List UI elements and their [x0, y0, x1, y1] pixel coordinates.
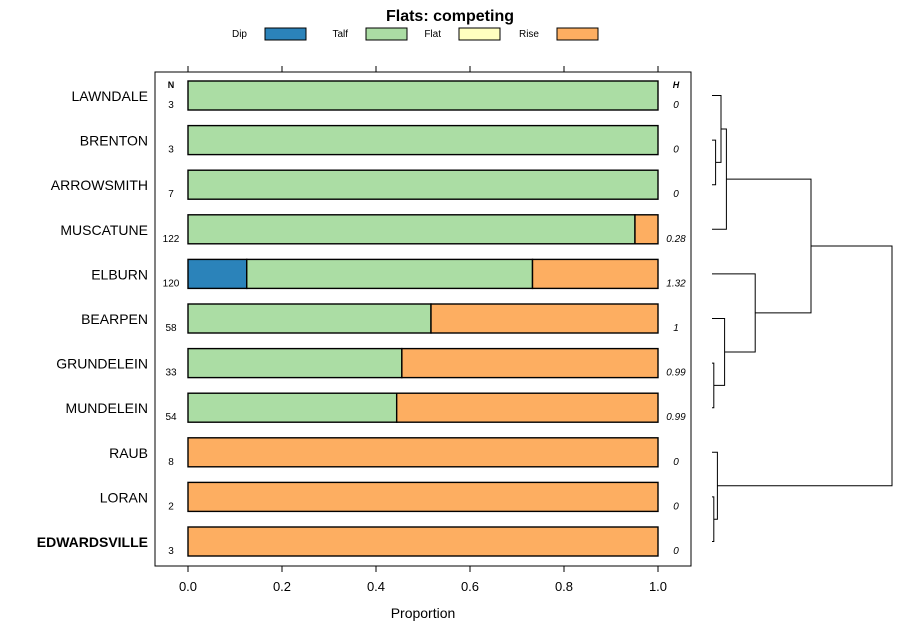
bar-segment-muscatune-rise — [634, 214, 659, 245]
bar-segment-loran-rise — [187, 481, 659, 513]
legend-swatch-flat — [458, 27, 501, 41]
dendrogram-link-6 — [726, 178, 812, 314]
legend-swatch-talf — [365, 27, 408, 41]
n-value-edwardsville: 3 — [168, 546, 174, 557]
h-value-lawndale: 0 — [673, 100, 679, 111]
h-value-arrowsmith: 0 — [673, 189, 679, 200]
row-label-lawndale: LAWNDALE — [71, 88, 148, 104]
x-tick-label-1: 0.2 — [273, 579, 291, 594]
bar-segment-elburn-dip — [187, 258, 248, 290]
n-value-brenton: 3 — [168, 145, 174, 156]
legend-label-rise: Rise — [519, 29, 539, 40]
n-value-arrowsmith: 7 — [168, 189, 174, 200]
dendrogram-link-2 — [712, 128, 727, 230]
n-column-header: N — [168, 80, 175, 90]
row-label-arrowsmith: ARROWSMITH — [51, 177, 148, 193]
x-axis: 0.0 0.2 0.4 0.6 0.8 1.0 — [179, 66, 667, 594]
bar-segment-grundelein-rise — [401, 347, 659, 379]
bar-segment-elburn-rise — [531, 258, 659, 290]
n-value-lawndale: 3 — [168, 100, 174, 111]
legend-swatch-rise — [556, 27, 599, 41]
h-column-header: H — [673, 80, 680, 90]
bar-segment-bearpen-rise — [430, 303, 659, 334]
legend-swatch-dip — [264, 27, 307, 41]
legend-label-flat: Flat — [424, 29, 441, 40]
x-tick-label-0: 0.0 — [179, 579, 197, 594]
dendrogram — [712, 95, 893, 542]
bar-segment-grundelein-talf — [187, 347, 403, 379]
row-label-bearpen: BEARPEN — [81, 311, 148, 327]
legend-label-talf: Talf — [332, 29, 348, 40]
bar-segment-mundelein-rise — [395, 392, 659, 423]
n-value-raub: 8 — [168, 457, 174, 468]
bar-segment-mundelein-talf — [187, 392, 398, 423]
row-label-loran: LORAN — [100, 489, 148, 505]
bar-segment-arrowsmith-talf — [187, 169, 659, 200]
x-tick-label-2: 0.4 — [367, 579, 385, 594]
bar-segment-muscatune-talf — [187, 214, 636, 245]
h-value-bearpen: 1 — [673, 323, 679, 334]
bar-segment-elburn-talf — [246, 258, 534, 290]
dendrogram-link-5 — [712, 273, 756, 353]
chart-title: Flats: competing — [386, 8, 514, 25]
h-value-brenton: 0 — [673, 145, 679, 156]
h-value-raub: 0 — [673, 457, 679, 468]
dendrogram-link-7 — [712, 496, 715, 542]
h-value-muscatune: 0.28 — [666, 234, 686, 245]
n-value-loran: 2 — [168, 501, 174, 512]
row-label-brenton: BRENTON — [80, 133, 148, 149]
row-label-elburn: ELBURN — [91, 266, 148, 282]
row-label-grundelein: GRUNDELEIN — [56, 356, 148, 372]
n-value-bearpen: 58 — [165, 323, 177, 334]
legend: Dip Talf Flat Rise — [232, 27, 599, 41]
bar-segment-edwardsville-rise — [187, 526, 659, 557]
bars: LAWNDALE 3 0 BRENTON 3 0 ARROWSMITH 7 0 MUSCATUNE… — [37, 80, 686, 557]
n-value-muscatune: 122 — [163, 234, 180, 245]
row-label-raub: RAUB — [109, 445, 148, 461]
row-label-edwardsville: EDWARDSVILLE — [37, 534, 148, 550]
n-value-grundelein: 33 — [165, 368, 177, 379]
bar-segment-brenton-talf — [187, 124, 659, 156]
bar-segment-lawndale-talf — [187, 80, 659, 111]
dendrogram-link-0 — [712, 139, 717, 186]
h-value-mundelein: 0.99 — [666, 412, 686, 423]
dendrogram-link-1 — [712, 95, 722, 163]
h-value-elburn: 1.32 — [666, 278, 686, 289]
plot-frame — [154, 71, 692, 567]
dendrogram-link-3 — [712, 362, 715, 409]
x-tick-label-4: 0.8 — [555, 579, 573, 594]
dendrogram-link-8 — [712, 451, 718, 520]
h-value-edwardsville: 0 — [673, 546, 679, 557]
n-value-mundelein: 54 — [165, 412, 177, 423]
bar-segment-bearpen-talf — [187, 303, 432, 334]
h-value-loran: 0 — [673, 501, 679, 512]
bar-segment-raub-rise — [187, 437, 659, 468]
x-tick-label-3: 0.6 — [461, 579, 479, 594]
n-value-elburn: 120 — [163, 278, 180, 289]
row-label-muscatune: MUSCATUNE — [60, 222, 148, 238]
dendrogram-link-9 — [717, 245, 893, 487]
row-label-mundelein: MUNDELEIN — [66, 400, 148, 416]
legend-label-dip: Dip — [232, 29, 247, 40]
x-axis-label: Proportion — [391, 605, 456, 621]
x-tick-label-5: 1.0 — [649, 579, 667, 594]
h-value-grundelein: 0.99 — [666, 368, 686, 379]
